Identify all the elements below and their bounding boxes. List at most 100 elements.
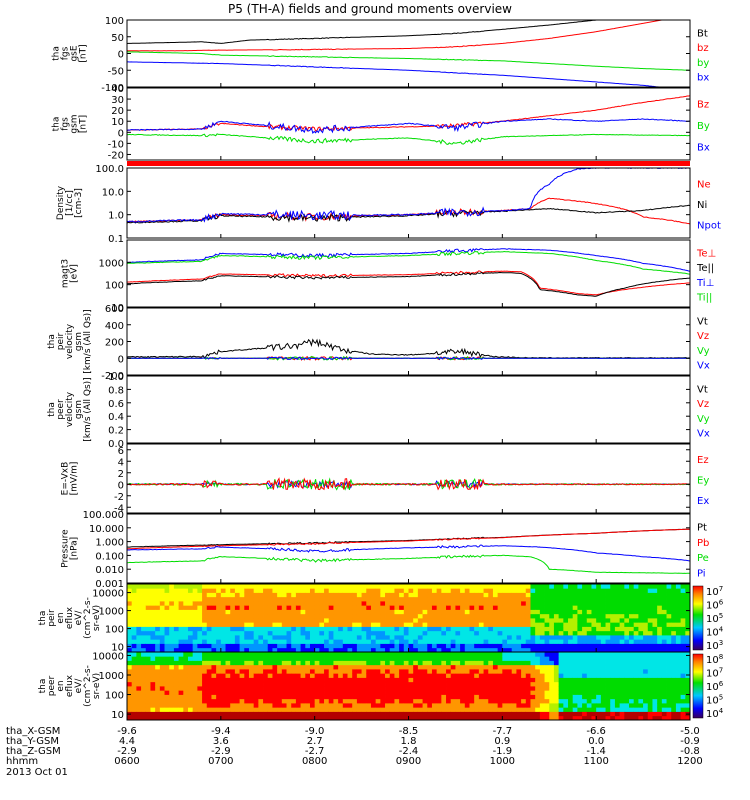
series-line-Pt (127, 528, 690, 548)
y-axis-label: [km/s (All Qs)] (83, 309, 93, 373)
xaxis-value: -0.9 (680, 736, 700, 747)
xaxis-row-label: tha_Z-GSM (6, 746, 61, 757)
panel-frame (126, 239, 691, 308)
y-tick-label: 0 (118, 128, 124, 139)
legend-Pt: Pt (697, 523, 707, 534)
y-tick-label: 0 (118, 50, 124, 61)
series-group (127, 20, 690, 87)
y-axis-label: eV/ (74, 678, 84, 694)
panel-density: 100.0 10.0 1.0 0.1 Density [1/cc] [cm-3] Ne Ni Np… (56, 164, 721, 245)
y-tick-label: -100 (101, 83, 124, 94)
legend-Bz: Bz (697, 100, 709, 111)
y-tick-label: 1000 (99, 671, 124, 682)
y-tick-label: 0.1 (108, 234, 124, 245)
xaxis-value: 0.0 (588, 736, 604, 747)
xaxis-value: -2.7 (305, 746, 325, 757)
legend-Pi: Pi (697, 568, 706, 579)
y-tick-label: 600 (105, 304, 124, 315)
colorbar-tick-label: 107 (706, 585, 723, 598)
y-tick-label: 0.4 (108, 412, 124, 423)
xaxis-value: 0.9 (494, 736, 510, 747)
colorbar-tick-label: 105 (706, 694, 723, 707)
colorbar-tick-label: 103 (706, 639, 723, 652)
legend-Ex: Ex (697, 496, 709, 507)
colorbar-tick-label: 106 (706, 680, 724, 693)
y-axis-label: tha (52, 117, 62, 132)
y-axis-label: [cm-3] (74, 188, 84, 218)
y-tick-label: 1.0 (108, 211, 124, 222)
xaxis-value: -2.9 (117, 746, 137, 757)
legend-Vt: Vt (697, 316, 708, 327)
legend-Bt: Bt (697, 28, 708, 39)
colorbar-tick-label: 105 (706, 612, 723, 625)
series-line-by (127, 51, 690, 71)
legend-Ey: Ey (697, 476, 709, 487)
y-tick-label: 0.8 (108, 385, 124, 396)
legend-Vx: Vx (697, 429, 710, 440)
series-line-Bt (127, 20, 603, 44)
y-axis-label: eflux (65, 674, 75, 697)
series-line-Ez (127, 477, 690, 491)
panel-frame (126, 307, 691, 376)
series-line-bz (127, 20, 665, 52)
y-tick-label: 0 (118, 354, 124, 365)
y-tick-label: 100 (105, 691, 124, 702)
series-line-bx (127, 61, 664, 87)
y-axis-label: [mV/m] (70, 462, 80, 496)
legend-Ti⊥: Ti⊥ (696, 278, 714, 289)
y-tick-label: 2 (118, 469, 124, 480)
y-axis-label: eflux (65, 606, 75, 629)
colorbar-tick-label: 107 (706, 667, 723, 680)
series-line-Vx (127, 356, 690, 361)
xaxis-value: 0900 (396, 756, 421, 767)
xaxis-value: -9.6 (117, 726, 137, 737)
xaxis-row-label: tha_X-GSM (6, 726, 60, 737)
colorbar-tick-label: 104 (706, 626, 724, 639)
y-tick-label: 100 (105, 16, 124, 27)
y-tick-label: 10 (111, 710, 124, 721)
y-tick-label: 4 (118, 457, 124, 468)
y-tick-label: 200 (105, 338, 124, 349)
series-line-By (127, 133, 690, 145)
legend-Pe: Pe (697, 553, 709, 564)
xaxis-value: 1100 (583, 756, 608, 767)
y-tick-label: 10000 (92, 589, 124, 600)
y-tick-label: 1.000 (95, 538, 124, 549)
legend-Ez: Ez (697, 455, 709, 466)
xaxis-value: 0800 (302, 756, 327, 767)
y-axis-label: en (56, 612, 66, 623)
series-line-Pi (127, 544, 690, 562)
y-tick-label: 40 (111, 84, 124, 95)
y-axis-label: peir (47, 609, 57, 627)
legend-Vz: Vz (697, 331, 709, 342)
y-tick-label: 0.2 (108, 426, 124, 437)
series-line-Bz (127, 95, 690, 133)
y-axis-label: tha (38, 679, 48, 694)
y-tick-label: -200 (101, 371, 124, 382)
y-tick-label: 20 (111, 106, 124, 117)
figure-title: P5 (TH-A) fields and ground moments over… (228, 2, 512, 16)
panel-fgs_gse: 100 50 0 -50 -100 tha fgs gsE [nT] Bt bz by bx (52, 16, 710, 94)
y-tick-label: 50 (111, 33, 124, 44)
y-tick-label: 0.001 (95, 579, 124, 590)
xaxis-value: -7.7 (493, 726, 513, 737)
y-tick-label: 0.010 (95, 565, 124, 576)
xaxis-value: -5.0 (680, 726, 700, 737)
y-axis-label: eV/ (74, 610, 84, 626)
xaxis-value: -2.9 (211, 746, 231, 757)
y-axis-label: Density (56, 185, 66, 220)
y-axis-label: tha (47, 334, 57, 349)
y-axis-label: [nPa] (70, 537, 80, 560)
xaxis-value: 1200 (677, 756, 702, 767)
y-tick-label: 10.0 (102, 187, 124, 198)
xaxis-value: 0700 (208, 756, 233, 767)
series-line-Ti⊥ (127, 248, 690, 272)
y-tick-label: 30 (111, 95, 124, 106)
legend-Vz: Vz (697, 399, 709, 410)
series-line-Te|| (127, 271, 690, 297)
xaxis-row-label: tha_Y-GSM (6, 736, 59, 747)
